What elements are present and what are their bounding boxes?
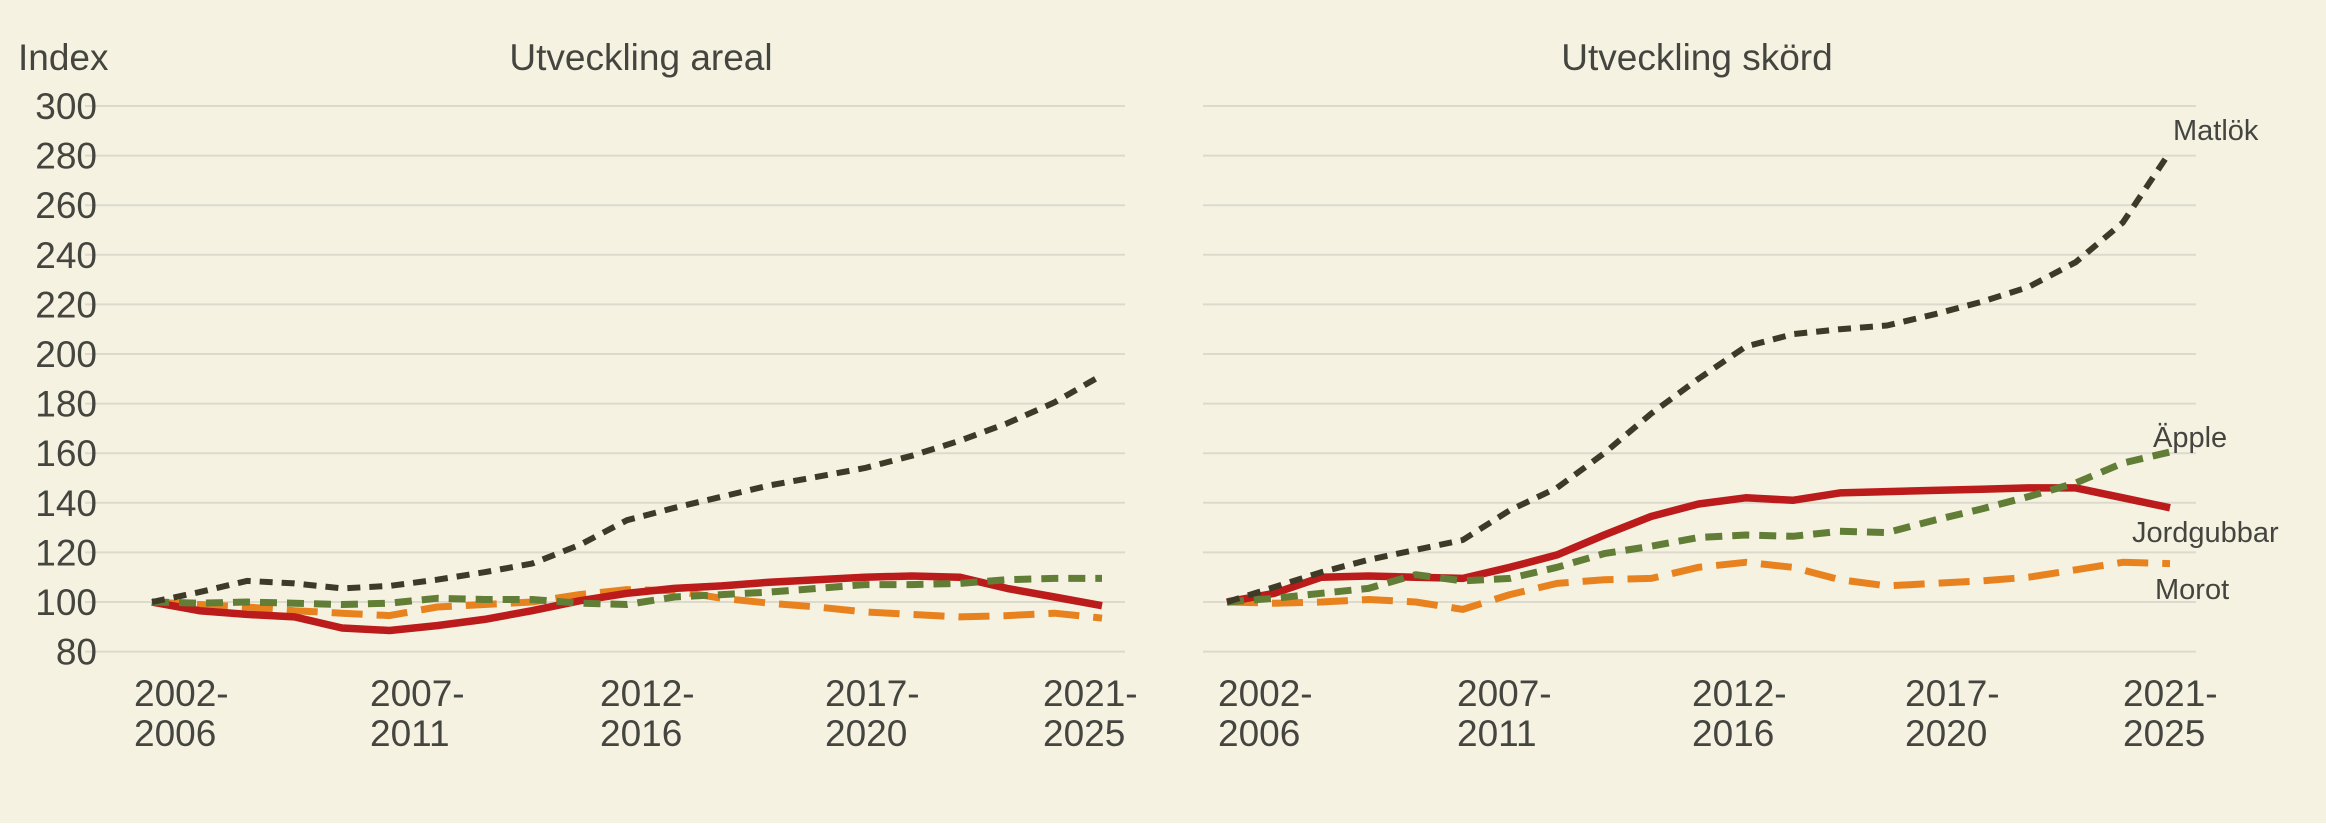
- chart-title: Utveckling areal: [509, 37, 772, 78]
- y-axis-tick-label: 280: [35, 136, 97, 177]
- x-axis-tick-label-line1: 2002-: [1218, 673, 1313, 714]
- series-end-label-matlok: Matlök: [2173, 115, 2259, 147]
- x-axis-tick-label-line1: 2007-: [370, 673, 465, 714]
- series-end-label-jordgubbar: Jordgubbar: [2132, 517, 2279, 549]
- x-axis-tick-label-line2: 2025: [2123, 713, 2205, 754]
- x-axis-tick-label-line2: 2016: [1692, 713, 1774, 754]
- series-line-apple: [1226, 448, 2171, 606]
- x-axis-tick-label-line2: 2020: [825, 713, 907, 754]
- series-line-jordgubbar: [1226, 484, 2171, 606]
- x-axis-tick-label-line2: 2011: [1457, 713, 1537, 754]
- x-axis-tick-label-line1: 2021-: [2123, 673, 2218, 714]
- series-end-label-apple: Äpple: [2153, 422, 2227, 454]
- x-axis-tick-label-line1: 2007-: [1457, 673, 1552, 714]
- x-axis-tick-label-line1: 2012-: [1692, 673, 1787, 714]
- x-axis-tick-label-line1: 2017-: [825, 673, 920, 714]
- x-axis-tick-label-line2: 2011: [370, 713, 450, 754]
- x-axis-tick-label-line2: 2016: [600, 713, 682, 754]
- y-axis-tick-label: 120: [35, 532, 97, 573]
- series-end-label-morot: Morot: [2155, 574, 2229, 606]
- y-axis-tick-label: 240: [35, 235, 97, 276]
- y-axis-tick-label: 260: [35, 185, 97, 226]
- y-axis-tick-label: 300: [35, 86, 97, 127]
- x-axis-tick-label-line2: 2025: [1043, 713, 1125, 754]
- x-axis-tick-label-line1: 2021-: [1043, 673, 1138, 714]
- y-axis-tick-label: 200: [35, 334, 97, 375]
- y-axis-tick-label: 140: [35, 483, 97, 524]
- x-axis-tick-label-line2: 2020: [1905, 713, 1987, 754]
- y-axis-tick-label: 160: [35, 433, 97, 474]
- series-line-morot: [1226, 558, 2171, 613]
- y-axis-tick-label: 80: [56, 632, 97, 673]
- x-axis-tick-label-line1: 2012-: [600, 673, 695, 714]
- x-axis-tick-label-line1: 2002-: [134, 673, 229, 714]
- x-axis-tick-label-line2: 2006: [1218, 713, 1300, 754]
- series-line-jordgubbar: [151, 572, 1103, 635]
- series-line-matlok: [1226, 150, 2173, 605]
- x-axis-tick-label-line2: 2006: [134, 713, 216, 754]
- chart-title: Utveckling skörd: [1561, 37, 1832, 78]
- series-line-matlok: [151, 372, 1104, 605]
- y-axis-tick-label: 180: [35, 384, 97, 425]
- y-axis-title: Index: [18, 37, 109, 78]
- x-axis-tick-label-line1: 2017-: [1905, 673, 2000, 714]
- y-axis-tick-label: 100: [35, 582, 97, 623]
- y-axis-tick-label: 220: [35, 284, 97, 325]
- series-line-apple: [151, 574, 1102, 608]
